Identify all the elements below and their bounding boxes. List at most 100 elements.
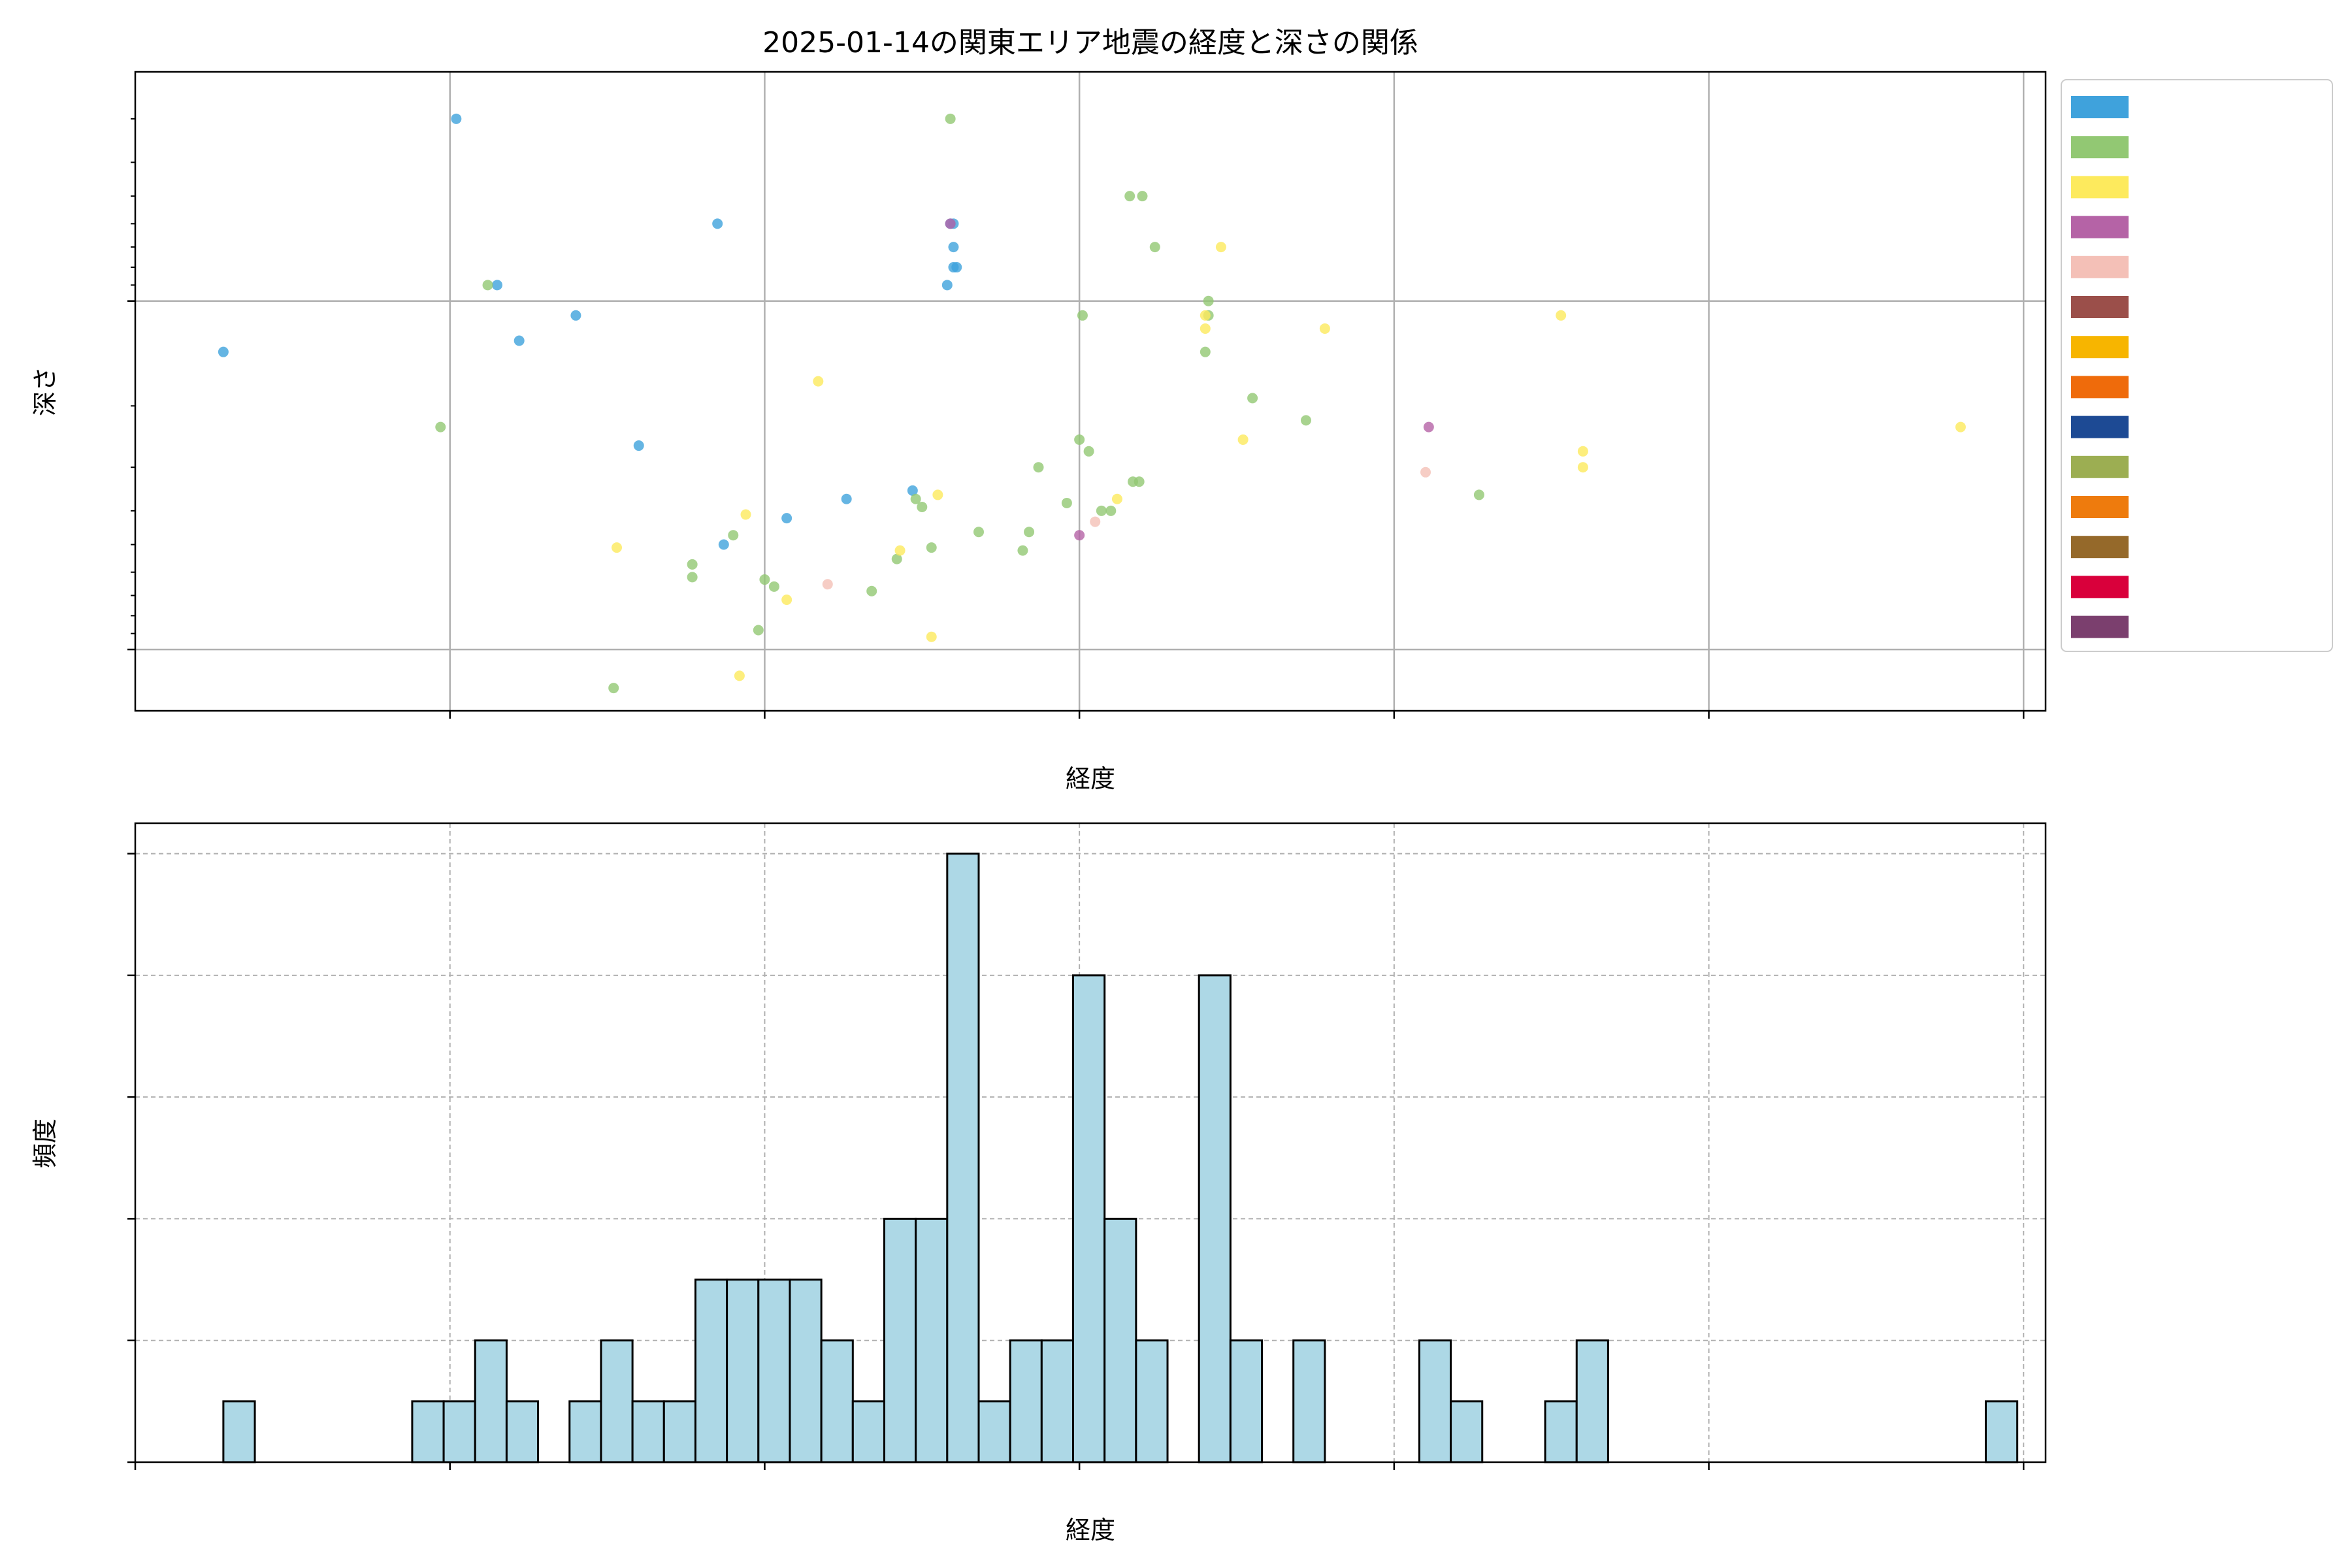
- scatter-point: [768, 581, 779, 592]
- scatter-point: [926, 631, 937, 642]
- legend-swatch: [2071, 455, 2129, 478]
- scatter-point: [570, 310, 581, 321]
- histogram-bars: [222, 853, 2019, 1463]
- legend: [2061, 79, 2333, 652]
- legend-swatch: [2071, 336, 2129, 359]
- scatter-point: [951, 262, 962, 273]
- scatter-point: [822, 579, 833, 590]
- histogram-bar: [662, 1400, 696, 1463]
- scatter-point: [1577, 462, 1588, 473]
- histogram-bar: [820, 1339, 854, 1463]
- histogram-bar: [789, 1279, 823, 1463]
- legend-swatch: [2071, 96, 2129, 118]
- histogram-xlabel: 経度: [1066, 1516, 1115, 1544]
- histogram-bar: [977, 1400, 1011, 1463]
- scatter-point: [1149, 242, 1160, 253]
- legend-swatch: [2071, 376, 2129, 399]
- histogram-bar: [1544, 1400, 1578, 1463]
- scatter-point: [612, 542, 623, 553]
- scatter-point: [1105, 505, 1117, 516]
- scatter-point: [1577, 446, 1588, 457]
- legend-swatch: [2071, 536, 2129, 559]
- histogram-bar: [1135, 1339, 1169, 1463]
- scatter-title: 2025-01-14の関東エリア地震の経度と深さの関係: [762, 26, 1418, 59]
- scatter-point: [1134, 476, 1145, 487]
- scatter-point: [1124, 191, 1135, 202]
- scatter-point: [781, 513, 792, 524]
- scatter-point: [1017, 545, 1028, 556]
- histogram-ticks: [127, 853, 2025, 1470]
- legend-swatch: [2071, 255, 2129, 278]
- legend-swatch: [2071, 216, 2129, 238]
- scatter-point: [910, 493, 921, 504]
- scatter-axes-frame: [134, 71, 2047, 712]
- scatter-point: [926, 542, 937, 553]
- scatter-point: [1137, 191, 1148, 202]
- scatter-point: [1423, 421, 1434, 433]
- scatter-point: [491, 280, 502, 291]
- legend-swatch: [2071, 136, 2129, 159]
- scatter-point: [1237, 434, 1249, 445]
- scatter-point: [1024, 527, 1035, 538]
- histogram-bar: [1009, 1339, 1043, 1463]
- scatter-grid: [135, 72, 2046, 711]
- histogram-bar: [1103, 1217, 1137, 1463]
- scatter-points: [218, 113, 1966, 694]
- legend-swatch: [2071, 296, 2129, 318]
- scatter-point: [1200, 310, 1211, 321]
- scatter-point: [948, 242, 959, 253]
- scatter-point: [813, 376, 824, 387]
- histogram-bar: [1072, 974, 1106, 1463]
- legend-swatch: [2071, 576, 2129, 598]
- scatter-point: [1200, 346, 1211, 357]
- scatter-point: [945, 218, 956, 229]
- legend-swatch: [2071, 416, 2129, 438]
- histogram-bar: [222, 1400, 256, 1463]
- scatter-point: [1319, 323, 1330, 334]
- scatter-point: [1247, 393, 1258, 404]
- scatter-point: [435, 421, 446, 433]
- histogram-bar: [505, 1400, 540, 1463]
- scatter-point: [894, 545, 906, 556]
- scatter-point: [1061, 497, 1072, 508]
- scatter-point: [1473, 489, 1484, 500]
- scatter-point: [712, 218, 723, 229]
- scatter-point: [907, 485, 918, 496]
- scatter-point: [1203, 295, 1214, 306]
- scatter-point: [1074, 434, 1085, 445]
- scatter-point: [866, 585, 877, 596]
- scatter-point: [218, 346, 229, 357]
- histogram-panel: 経度 頻度: [31, 822, 2047, 1544]
- scatter-point: [945, 113, 956, 124]
- scatter-point: [740, 509, 751, 520]
- scatter-point: [1556, 310, 1567, 321]
- scatter-point: [759, 574, 770, 585]
- scatter-point: [1090, 516, 1101, 527]
- scatter-point: [514, 335, 525, 346]
- legend-swatch: [2071, 615, 2129, 638]
- scatter-point: [734, 670, 745, 681]
- scatter-point: [687, 572, 698, 583]
- histogram-bar: [600, 1339, 634, 1463]
- histogram-bar: [1984, 1400, 2019, 1463]
- legend-items: [2071, 96, 2129, 638]
- scatter-point: [451, 113, 462, 124]
- scatter-point: [1300, 415, 1311, 426]
- scatter-point: [753, 625, 764, 636]
- scatter-point: [728, 530, 739, 541]
- histogram-bar: [1292, 1339, 1326, 1463]
- scatter-point: [941, 280, 953, 291]
- histogram-bar: [568, 1400, 602, 1463]
- scatter-point: [1111, 493, 1122, 504]
- histogram-bar: [474, 1339, 508, 1463]
- scatter-point: [608, 683, 619, 694]
- scatter-point: [1420, 466, 1431, 478]
- scatter-point: [917, 501, 928, 512]
- histogram-bar: [694, 1279, 728, 1463]
- histogram-axes-frame: [134, 822, 2047, 1463]
- legend-frame: [2061, 79, 2333, 652]
- scatter-point: [932, 489, 943, 500]
- scatter-point: [1955, 421, 1966, 433]
- scatter-point: [633, 440, 644, 451]
